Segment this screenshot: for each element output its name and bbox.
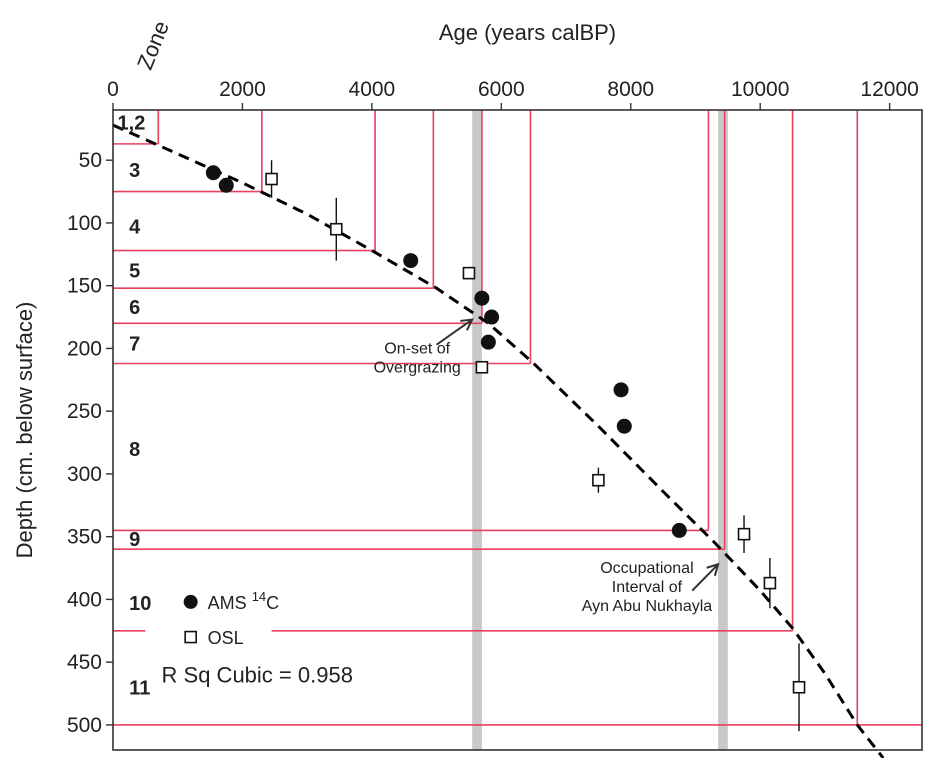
cubic-fit [112, 123, 885, 758]
legend-ams-superscript: 14 [252, 589, 266, 604]
y-tick-label-50: 50 [79, 149, 102, 172]
ams-point-3 [403, 253, 419, 269]
y-tick-label-150: 150 [67, 275, 102, 298]
zone-column-title: Zone [132, 17, 174, 73]
y-axis-title: Depth (cm. below surface) [12, 302, 37, 559]
zone-label-10: 10 [129, 593, 151, 615]
osl-point-4 [475, 360, 489, 374]
y-tick-label-250: 250 [67, 400, 102, 423]
osl-point-1 [265, 172, 278, 186]
axes: 0 2000 4000 6000 8000 10000 12000 50 100 150 200 25… [67, 78, 923, 751]
shaded-bands [472, 110, 728, 750]
legend-osl-marker [184, 630, 197, 644]
ams-point-2 [218, 177, 234, 193]
y-tick-label-450: 450 [67, 651, 102, 674]
r-squared-label: R Sq Cubic = 0.958 [162, 663, 353, 688]
overgrazing-arrow-shaft [436, 318, 473, 346]
zone-label-7: 7 [129, 333, 140, 355]
y-tick-label-200: 200 [67, 337, 102, 360]
occupation-annotation-line-2: Interval of [612, 579, 683, 596]
y-tick-label-100: 100 [67, 212, 102, 235]
labels: 1,2 3 4 5 6 7 8 9 10 11 On-set of Overgrazing Occupa… [118, 113, 720, 699]
occupation-annotation-line-3: Ayn Abu Nukhayla [582, 598, 713, 615]
data-points [205, 160, 806, 732]
legend: AMS 14C OSL [183, 589, 280, 648]
osl-point-2 [329, 222, 343, 236]
x-tick-label-6000: 6000 [478, 78, 525, 101]
occupation-annotation-line-1: Occupational [600, 560, 693, 577]
zone-label-3: 3 [129, 160, 140, 182]
x-axis-title: Age (years calBP) [439, 20, 616, 45]
ams-point-8 [616, 418, 632, 434]
overgrazing-arrow-head [460, 318, 474, 331]
x-tick-label-10000: 10000 [731, 78, 789, 101]
zone-boundaries [113, 110, 922, 726]
x-tick-label-0: 0 [107, 78, 119, 101]
ams-point-6 [480, 334, 496, 350]
overgrazing-annotation-line-1: On-set of [384, 340, 450, 357]
legend-ams-name: AMS [208, 593, 247, 613]
plot-frame [112, 109, 923, 751]
ams-point-7 [613, 382, 629, 398]
zone-label-8: 8 [129, 439, 140, 461]
y-tick-label-500: 500 [67, 714, 102, 737]
x-tick-label-2000: 2000 [219, 78, 266, 101]
x-tick-label-12000: 12000 [860, 78, 918, 101]
occupation-arrow-shaft [691, 563, 719, 592]
x-tick-label-8000: 8000 [607, 78, 654, 101]
legend-ams-suffix: C [266, 593, 279, 613]
overgrazing-annotation-line-2: Overgrazing [374, 359, 461, 376]
shaded-band-1 [472, 110, 482, 750]
shaded-band-2 [718, 110, 728, 750]
zone-label-1-2: 1,2 [118, 113, 146, 135]
ams-point-1 [205, 165, 221, 181]
legend-osl-label: OSL [208, 628, 244, 648]
y-tick-label-300: 300 [67, 463, 102, 486]
occupation-arrow-head [706, 562, 720, 577]
legend-ams-label: AMS 14C [208, 589, 280, 613]
zone-label-9: 9 [129, 529, 140, 551]
ams-point-5 [484, 309, 500, 325]
zone-label-5: 5 [129, 261, 140, 283]
cubic-fit-line [112, 123, 885, 758]
zone-label-11: 11 [129, 677, 150, 699]
x-tick-label-4000: 4000 [349, 78, 396, 101]
zone-label-4: 4 [129, 217, 141, 239]
zone-label-6: 6 [129, 297, 140, 319]
ams-point-4 [474, 290, 490, 306]
osl-point-8 [792, 680, 806, 694]
osl-point-6 [737, 527, 751, 541]
osl-point-7 [763, 576, 777, 590]
y-tick-label-350: 350 [67, 526, 102, 549]
ams-point-9 [671, 522, 687, 538]
legend-ams-marker [183, 594, 198, 609]
osl-point-5 [592, 473, 605, 487]
y-tick-label-400: 400 [67, 588, 102, 611]
osl-point-3 [462, 266, 476, 280]
